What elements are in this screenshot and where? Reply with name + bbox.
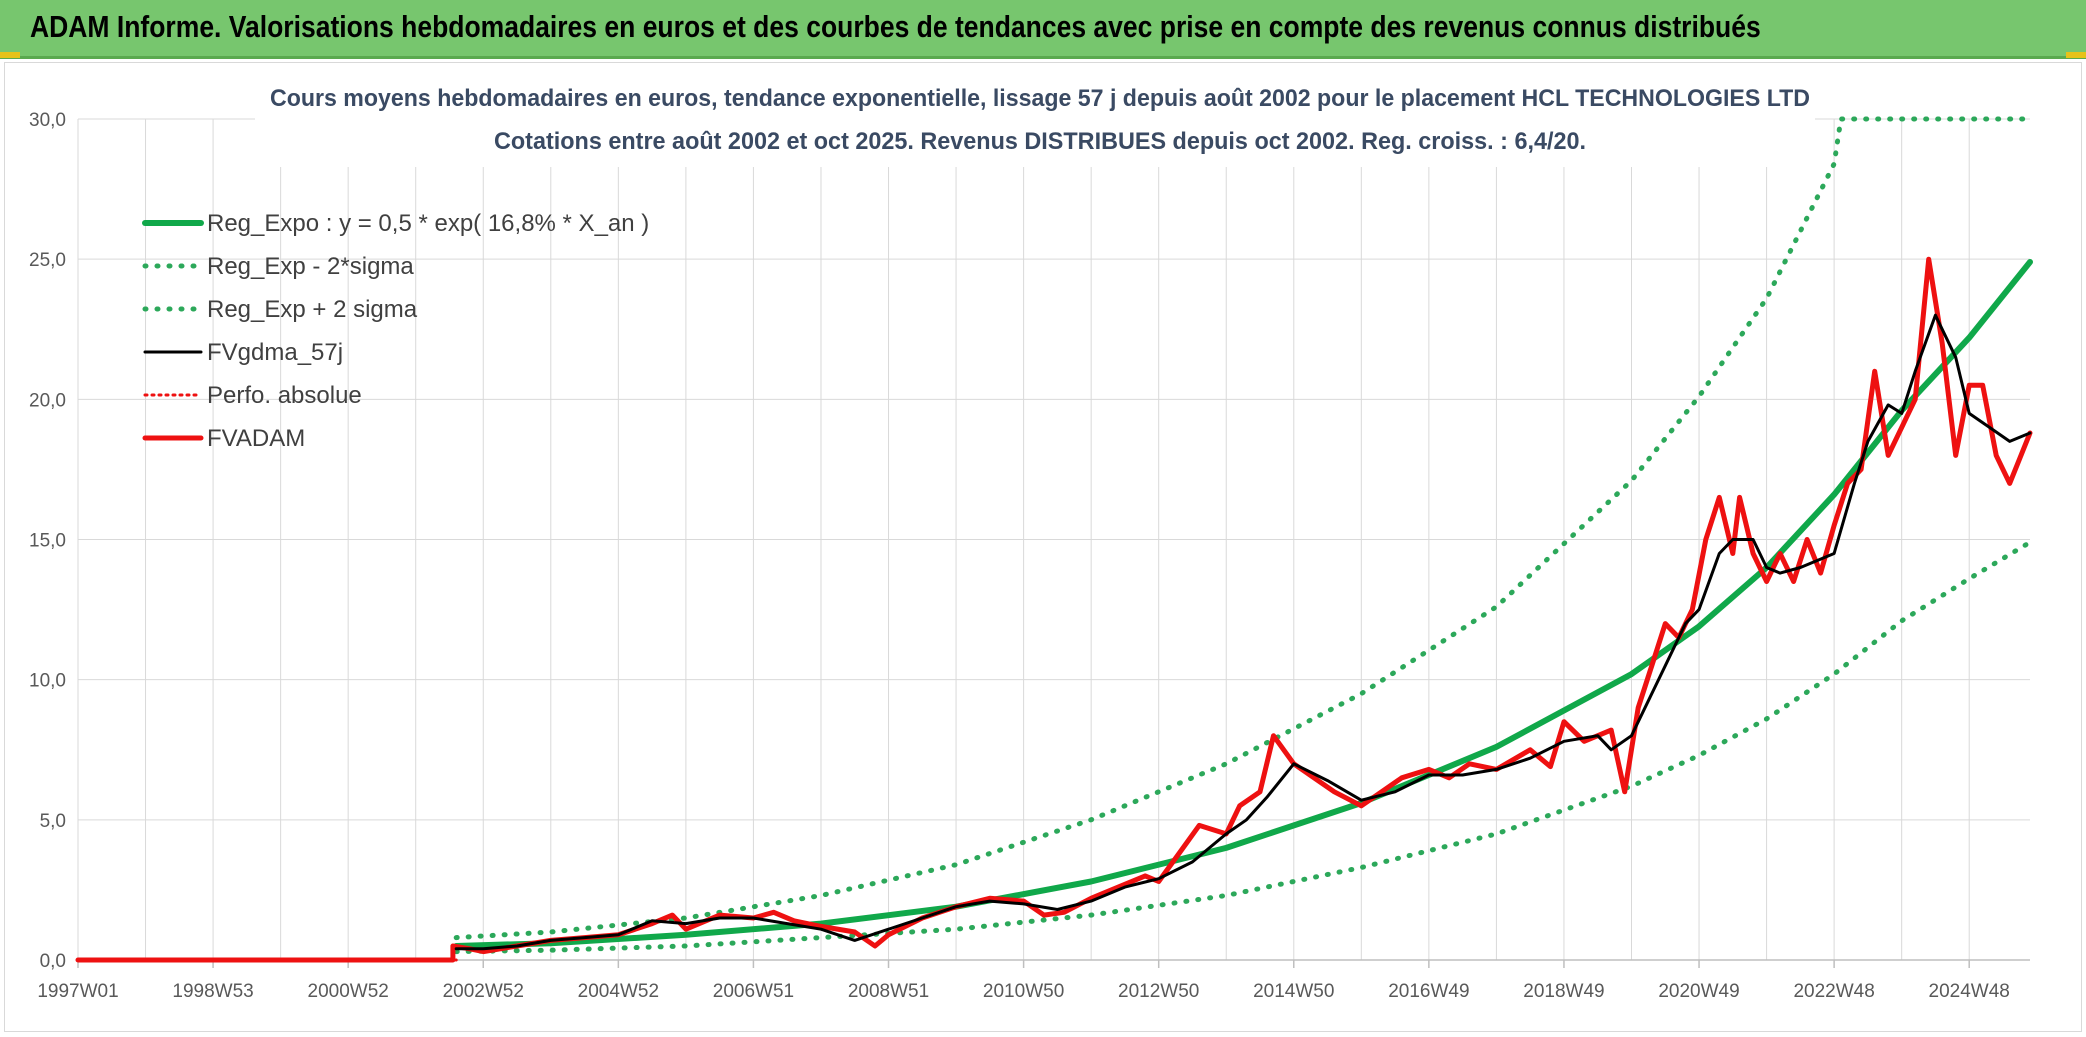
chart-title-line-1: Cours moyens hebdomadaires en euros, ten… [270,85,1810,112]
corner-mark-right [2066,52,2086,58]
x-tick-label: 2002W52 [443,981,524,1002]
chart-title: Cours moyens hebdomadaires en euros, ten… [255,65,1815,167]
legend-label: FVgdma_57j [207,339,343,366]
legend-label: Reg_Exp - 2*sigma [207,253,414,280]
header-bar: ADAM Informe. Valorisations hebdomadaire… [0,0,2086,59]
x-tick-label: 2008W51 [848,981,929,1002]
x-tick-label: 2016W49 [1388,981,1469,1002]
x-tick-label: 2020W49 [1658,981,1739,1002]
series [75,116,2033,963]
series-fvgdma-57j [454,313,2032,951]
series-reg-expo [453,259,2033,949]
x-tick-label: 2022W48 [1793,981,1874,1002]
y-tick-label: 10,0 [29,671,66,692]
x-tick-label: 2006W51 [713,981,794,1002]
y-tick-label: 15,0 [29,531,66,552]
chart-area: 0,0 5,0 10,0 15,0 20,0 25,0 30,0 1997W01 1998W53… [4,62,2082,1032]
x-tick-label: 2024W48 [1929,981,2010,1002]
legend: Reg_Expo : y = 0,5 * exp( 16,8% * X_an )… [142,210,649,452]
y-tick-label: 20,0 [29,390,66,411]
x-tick-label: 2012W50 [1118,981,1199,1002]
legend-label: Reg_Exp + 2 sigma [207,296,418,323]
legend-label: Perfo. absolue [207,382,362,409]
title-background [255,65,1815,167]
y-tick-label: 5,0 [40,811,66,832]
series-reg-exp-plus-2sigma [453,116,2033,941]
x-tick-label: 2010W50 [983,981,1064,1002]
chart-svg: 0,0 5,0 10,0 15,0 20,0 25,0 30,0 1997W01 1998W53… [29,65,2033,1002]
x-tick-label: 2018W49 [1523,981,1604,1002]
axes: 0,0 5,0 10,0 15,0 20,0 25,0 30,0 1997W01 1998W53… [29,110,2030,1002]
x-tick-label: 1998W53 [172,981,253,1002]
chart-title-line-2: Cotations entre août 2002 et oct 2025. R… [494,128,1586,155]
series-fvadam [75,256,2033,963]
series-reg-exp-minus-2sigma [453,539,2033,955]
grid [77,118,2030,961]
legend-label: Reg_Expo : y = 0,5 * exp( 16,8% * X_an ) [207,210,649,237]
x-tick-label: 2000W52 [308,981,389,1002]
y-tick-label: 25,0 [29,250,66,271]
x-tick-label: 2004W52 [578,981,659,1002]
legend-label: FVADAM [207,425,305,452]
corner-mark-left [0,52,20,58]
page-title: ADAM Informe. Valorisations hebdomadaire… [30,9,1761,44]
x-tick-label: 1997W01 [37,981,118,1002]
y-tick-label: 0,0 [40,951,66,972]
x-tick-label: 2014W50 [1253,981,1334,1002]
y-tick-label: 30,0 [29,110,66,131]
